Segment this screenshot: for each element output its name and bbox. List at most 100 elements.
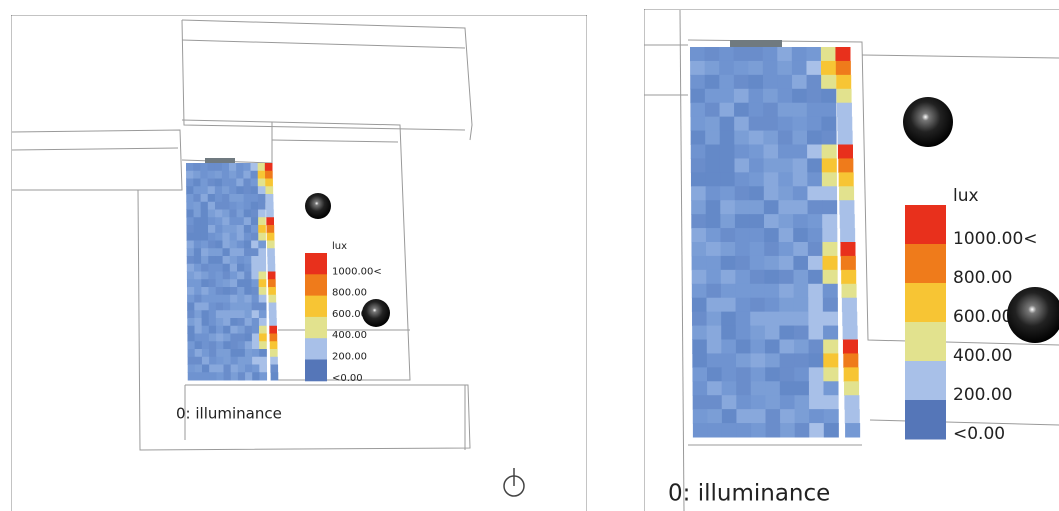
heat-cell — [193, 201, 202, 210]
heat-cell — [186, 186, 194, 195]
heat-cell — [779, 283, 795, 299]
heat-cell — [236, 194, 245, 203]
heat-cell — [793, 269, 809, 285]
heat-cell — [692, 395, 708, 410]
heat-cell — [223, 325, 231, 334]
heat-cell — [792, 158, 808, 173]
heat-cell — [258, 287, 267, 296]
caption: 0: illuminance — [176, 405, 282, 423]
heat-cell — [222, 194, 230, 203]
heat-cell — [736, 367, 752, 382]
heat-cell — [845, 423, 861, 438]
heat-cell — [721, 423, 738, 438]
heat-cell — [193, 232, 202, 241]
heat-cell — [808, 269, 824, 285]
heat-cell — [690, 172, 707, 187]
heat-cell — [837, 116, 853, 132]
heat-cell — [692, 325, 708, 340]
heat-cell — [215, 310, 224, 319]
heat-cell — [194, 325, 203, 334]
heat-cell — [194, 372, 203, 381]
heat-cell — [244, 318, 253, 327]
heat-cell — [822, 214, 838, 229]
heat-cell — [237, 302, 245, 311]
heat-cell — [266, 209, 274, 218]
heat-cell — [236, 163, 244, 172]
heat-cell — [734, 102, 750, 118]
heat-cell — [707, 409, 723, 424]
heat-cell — [201, 318, 210, 327]
heat-cell — [223, 364, 232, 373]
legend: lux 1000.00< 800.00 600.00 400.00 200.00 <0.00 — [305, 241, 382, 384]
heat-cell — [266, 240, 275, 249]
heat-cell — [735, 353, 752, 368]
legend-swatch — [305, 253, 327, 275]
heat-cell — [236, 178, 244, 187]
heat-cell — [690, 130, 706, 145]
legend-unit: lux — [953, 186, 979, 206]
heat-cell — [243, 240, 252, 249]
heat-cell — [750, 395, 766, 410]
heat-cell — [736, 381, 752, 396]
heat-cell — [736, 423, 752, 438]
heat-cell — [809, 395, 825, 410]
heat-cell — [208, 240, 216, 249]
heat-cell — [236, 217, 245, 226]
legend-label: 800.00 — [953, 268, 1012, 288]
heat-cell — [268, 287, 276, 296]
heat-cell — [187, 318, 195, 327]
heat-cell — [807, 255, 824, 271]
heat-cell — [186, 201, 194, 210]
heat-cell — [186, 263, 195, 272]
heat-cell — [707, 395, 723, 410]
heat-cell — [749, 242, 765, 257]
heat-cell — [792, 116, 808, 132]
heat-cell — [258, 248, 267, 257]
heat-cell — [208, 302, 217, 311]
heatmap — [186, 163, 279, 381]
heat-cell — [222, 271, 231, 280]
heat-cell — [705, 200, 721, 215]
heat-cell — [215, 248, 224, 257]
heat-cell — [222, 186, 230, 195]
heat-cell — [721, 325, 737, 340]
heat-cell — [719, 74, 735, 90]
legend-label: 600.00 — [953, 307, 1012, 327]
heat-cell — [822, 200, 838, 215]
heat-cell — [806, 60, 822, 76]
heat-cell — [201, 279, 209, 288]
heat-cell — [793, 325, 810, 340]
heat-cell — [243, 225, 252, 234]
heat-cell — [244, 333, 253, 342]
heat-cell — [215, 232, 223, 241]
heat-cell — [251, 248, 259, 257]
heat-cell — [215, 209, 223, 218]
heat-cell — [269, 325, 277, 334]
heat-cell — [808, 381, 824, 396]
heat-cell — [764, 311, 780, 327]
heat-cell — [734, 144, 750, 159]
heat-cell — [823, 409, 839, 424]
heat-cell — [215, 256, 224, 265]
heat-cell — [765, 423, 781, 438]
heat-cell — [230, 318, 238, 327]
heat-cell — [734, 200, 750, 215]
heat-cell — [749, 255, 765, 271]
heat-cell — [844, 381, 860, 396]
heat-cell — [222, 248, 231, 257]
heat-cell — [793, 214, 809, 229]
window-frame — [205, 158, 235, 164]
heat-cell — [207, 163, 216, 172]
heat-cell — [267, 263, 276, 272]
left-panel: lux 1000.00< 800.00 600.00 400.00 200.00 <0.00… — [11, 15, 587, 511]
heat-cell — [250, 201, 259, 210]
heat-cell — [214, 170, 223, 179]
heat-cell — [721, 381, 737, 396]
heat-cell — [750, 339, 766, 354]
heat-cell — [265, 194, 274, 203]
heat-cell — [221, 163, 230, 172]
legend-label: 400.00 — [332, 330, 367, 341]
heat-cell — [763, 88, 779, 104]
heat-cell — [214, 163, 223, 172]
heat-cell — [193, 170, 201, 179]
